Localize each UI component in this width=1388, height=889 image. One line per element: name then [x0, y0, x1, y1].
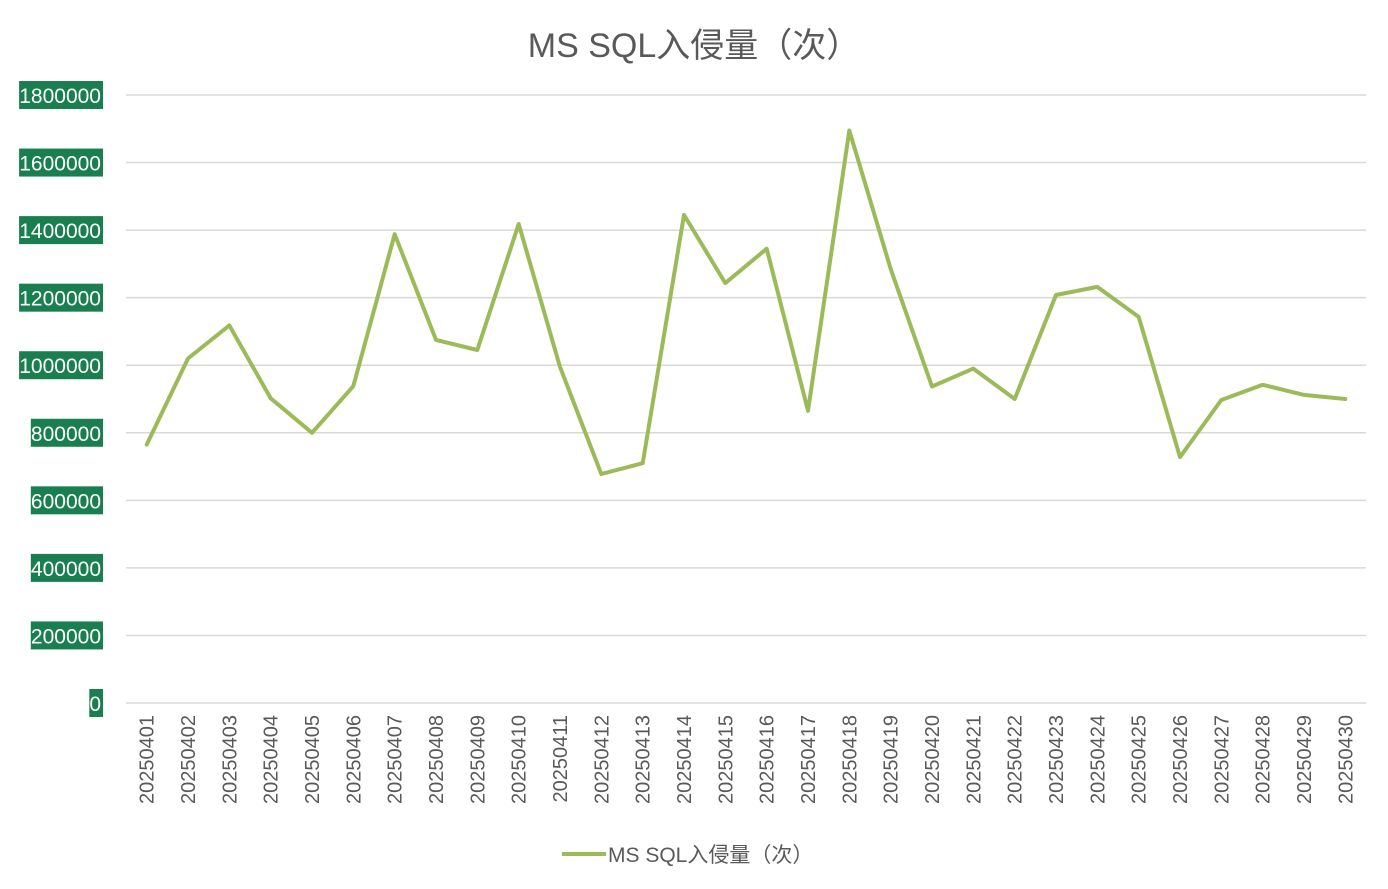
y-tick: 1400000: [19, 216, 104, 245]
chart-title: MS SQL入侵量（次）: [527, 27, 861, 65]
y-axis-ticks: 0 200000 400000 600000 800000 1000000 1200000 1…: [19, 81, 104, 717]
x-tick-label: 20250403: [219, 715, 241, 804]
y-tick-label-background: [30, 621, 103, 650]
x-tick-label: 20250428: [1253, 715, 1275, 804]
x-tick-label: 20250424: [1087, 715, 1109, 804]
y-tick-label-background: [19, 216, 104, 245]
x-tick-label: 20250408: [426, 715, 448, 804]
y-tick-label: 1800000: [19, 85, 101, 108]
y-tick: 400000: [30, 553, 103, 582]
x-tick-label: 20250429: [1294, 715, 1316, 804]
x-tick-label: 20250421: [963, 715, 985, 804]
x-tick-label: 20250401: [137, 715, 159, 804]
y-tick: 800000: [30, 418, 103, 447]
y-tick-label: 1400000: [19, 220, 101, 243]
x-tick-label: 20250402: [178, 715, 200, 804]
y-tick-label: 1000000: [19, 355, 101, 378]
x-tick-label: 20250410: [509, 715, 531, 804]
y-tick: 1600000: [19, 148, 104, 177]
y-tick-label: 200000: [31, 625, 101, 648]
x-tick-label: 20250411: [550, 715, 572, 803]
x-tick-label: 20250409: [467, 715, 489, 804]
y-tick-label-background: [30, 486, 103, 515]
x-tick-label: 20250416: [757, 715, 779, 804]
x-axis-ticks: 20250401 20250402 20250403 20250404 20250405…: [137, 715, 1358, 804]
x-tick-label: 20250406: [343, 715, 365, 804]
y-tick-label: 400000: [31, 558, 101, 581]
x-tick-label: 20250407: [385, 715, 407, 804]
x-tick-label: 20250420: [922, 715, 944, 804]
x-tick-label: 20250417: [798, 715, 820, 804]
x-tick-label: 20250414: [674, 715, 696, 804]
y-tick-label-background: [19, 148, 104, 177]
y-tick: 200000: [30, 621, 103, 650]
x-tick-label: 20250412: [591, 715, 613, 804]
y-tick: 1800000: [19, 81, 104, 109]
x-tick-label: 20250404: [261, 715, 283, 804]
y-tick: 1000000: [19, 351, 104, 380]
x-tick-label: 20250423: [1046, 715, 1068, 804]
y-tick: 0: [89, 689, 103, 717]
y-tick-label: 1200000: [19, 288, 101, 311]
legend-entry: MS SQL入侵量（次）: [562, 844, 813, 867]
y-tick-label: 800000: [31, 423, 101, 446]
x-tick-label: 20250426: [1170, 715, 1192, 804]
y-tick: 1200000: [19, 283, 104, 312]
x-tick-label: 20250419: [881, 715, 903, 804]
series-lines: [144, 128, 1348, 476]
x-tick-label: 20250422: [1005, 715, 1027, 804]
gridlines: [126, 94, 1366, 704]
x-tick-label: 20250418: [839, 715, 861, 804]
y-tick-label-background: [19, 351, 104, 380]
series-line: [144, 128, 1348, 476]
x-tick-label: 20250425: [1129, 715, 1151, 804]
x-tick-label: 20250427: [1211, 715, 1233, 804]
y-tick-label-background: [30, 418, 103, 447]
y-tick-label-background: [19, 283, 104, 312]
x-tick-label: 20250405: [302, 715, 324, 804]
y-tick-label-background: [89, 689, 103, 717]
y-tick-label: 600000: [31, 490, 101, 513]
x-tick-label: 20250413: [633, 715, 655, 804]
y-tick-label: 0: [89, 693, 101, 716]
legend: MS SQL入侵量（次）: [562, 844, 813, 867]
legend-label: MS SQL入侵量（次）: [608, 844, 813, 867]
y-tick-label-background: [19, 81, 104, 109]
y-tick-label-background: [30, 553, 103, 582]
x-tick-label: 20250415: [715, 715, 737, 804]
y-tick: 600000: [30, 486, 103, 515]
y-tick-label: 1600000: [19, 153, 101, 176]
x-tick-label: 20250430: [1335, 715, 1357, 804]
